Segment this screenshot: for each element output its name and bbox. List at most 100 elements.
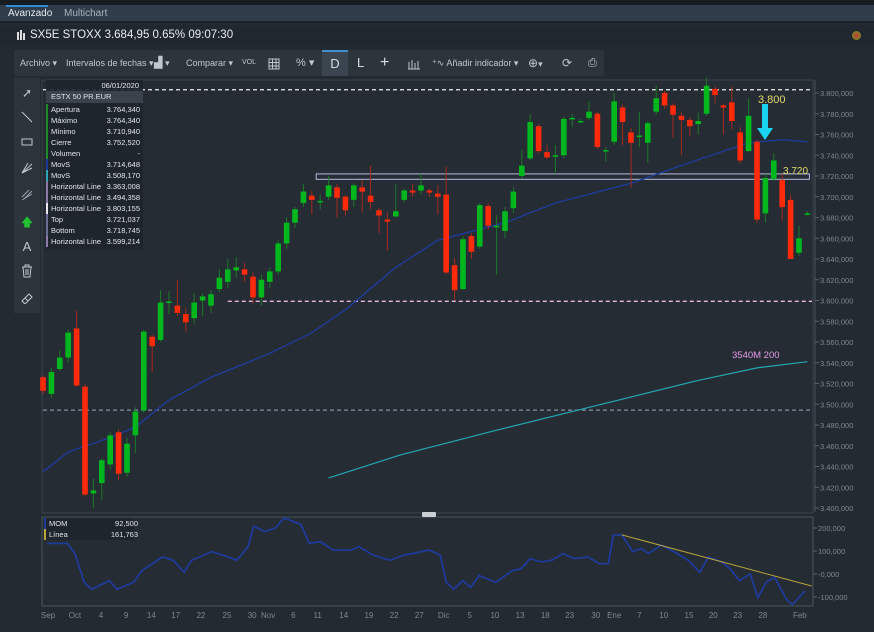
eraser-tool[interactable] <box>18 290 36 308</box>
zoom-menu[interactable]: ⊕▾ <box>528 50 543 76</box>
daily-button[interactable]: D <box>322 50 348 76</box>
arrow-tool[interactable]: 🡅 <box>18 213 36 231</box>
date-tick-label: 25 <box>223 611 232 620</box>
tab-bar: Avanzado Multichart <box>0 5 874 23</box>
candle-body <box>745 115 752 152</box>
print-button[interactable]: ⎙ <box>588 50 597 76</box>
channel-tool[interactable] <box>18 187 36 205</box>
info-row-swatch <box>46 170 48 181</box>
crosshair-button[interactable]: + <box>380 54 390 71</box>
candle-body <box>174 305 181 313</box>
candle-body <box>191 302 197 319</box>
zoom-caret: ▾ <box>538 59 543 69</box>
info-row-swatch <box>46 115 48 126</box>
support-label: 3.720 <box>783 166 808 177</box>
percent-menu[interactable]: % ▾ <box>296 57 315 69</box>
volume-profile-button[interactable] <box>407 50 421 76</box>
info-row: Horizontal Line 3.599,214 <box>46 236 143 247</box>
candle-body <box>250 276 256 298</box>
volume-button[interactable]: VOL <box>242 59 257 66</box>
date-tick-label: 30 <box>591 611 600 620</box>
info-row: Bottom 3.718,745 <box>46 225 143 236</box>
info-row-swatch <box>46 126 48 137</box>
candle-body <box>695 121 701 125</box>
date-tick-label: 13 <box>516 611 525 620</box>
info-row-value: 3.752,520 <box>106 138 140 147</box>
fibonacci-icon <box>21 162 33 174</box>
text-icon: A <box>22 239 32 254</box>
add-indicator-menu[interactable]: ⁺∿ Añadir indicador ▾ <box>432 50 518 76</box>
refresh-button[interactable]: ⟳ <box>562 50 572 76</box>
candles-icon <box>17 30 25 40</box>
candle-body <box>603 150 609 152</box>
info-row-label: Horizontal Line <box>51 237 102 246</box>
date-tick-label: 7 <box>637 611 642 620</box>
rectangle-tool[interactable] <box>18 135 36 153</box>
tab-avanzado[interactable]: Avanzado <box>8 8 53 19</box>
candle-body <box>527 122 533 159</box>
candle-body <box>779 180 785 208</box>
info-row-swatch <box>46 236 48 247</box>
date-tick-label: Dic <box>438 611 450 620</box>
info-row-swatch <box>46 225 48 236</box>
info-row-swatch <box>46 148 48 159</box>
date-tick-label: Nov <box>261 611 275 620</box>
candle-body <box>57 357 63 369</box>
candle-body <box>40 377 46 391</box>
candle-body <box>48 372 55 394</box>
candle-body <box>477 205 483 247</box>
pointer-tool[interactable]: ➚ <box>18 84 36 102</box>
info-row-label: Volumen <box>51 149 81 158</box>
candle-body <box>771 160 777 180</box>
candle-body <box>275 243 281 272</box>
info-row: Top 3.721,037 <box>46 214 143 225</box>
candle-body <box>468 236 475 252</box>
legend-value: 161,763 <box>110 530 138 539</box>
info-row: MovS 3.508,170 <box>46 170 143 181</box>
text-tool[interactable]: A <box>18 238 36 256</box>
momentum-trendline <box>621 534 812 587</box>
chart-type-caret: ▾ <box>164 58 170 68</box>
fibonacci-tool[interactable] <box>18 161 36 179</box>
info-row-label: Horizontal Line <box>51 204 102 213</box>
chart-type-menu[interactable]: ▟ ▾ <box>154 50 170 76</box>
price-tick-label: 3.800,000 <box>820 89 853 98</box>
date-tick-label: 11 <box>314 611 323 620</box>
candle-body <box>283 222 290 244</box>
date-intervals-menu[interactable]: Intervalos de fechas ▾ <box>66 58 154 68</box>
candle-body <box>510 191 517 209</box>
candle-body <box>729 102 735 122</box>
candle-body <box>661 93 668 106</box>
ma50-line <box>42 138 808 473</box>
eraser-icon <box>21 293 33 305</box>
price-tick-label: 3.580,000 <box>820 317 853 326</box>
delete-tool[interactable] <box>18 264 36 282</box>
info-row-swatch <box>46 104 48 115</box>
grid-button[interactable] <box>268 50 280 76</box>
candle-body <box>418 185 424 191</box>
date-tick-label: 6 <box>291 611 296 620</box>
date-tick-label: 18 <box>541 611 550 620</box>
comparar-menu[interactable]: Comparar ▾ <box>186 58 234 68</box>
mom-tick-label: 100,000 <box>818 547 845 556</box>
price-tick-label: 3.420,000 <box>820 483 853 492</box>
date-tick-label: 20 <box>709 611 718 620</box>
candle-body <box>132 411 139 436</box>
line-tool[interactable] <box>18 110 36 128</box>
resistance-label: 3.800 <box>758 94 786 106</box>
tab-multichart[interactable]: Multichart <box>64 8 108 19</box>
date-tick-label: 14 <box>147 611 156 620</box>
candle-body <box>115 432 122 474</box>
info-row-label: Horizontal Line <box>51 193 102 202</box>
legend-swatch <box>44 529 46 540</box>
candle-body <box>577 121 584 123</box>
panel-resize-handle[interactable] <box>422 512 436 517</box>
channel-icon <box>21 189 33 201</box>
candle-body <box>359 187 365 192</box>
candle-body <box>325 185 332 197</box>
info-row-value: 3.718,745 <box>106 226 140 235</box>
archivo-menu[interactable]: Archivo ▾ <box>20 58 58 68</box>
candle-body <box>367 195 374 202</box>
log-button[interactable]: L <box>357 55 365 70</box>
